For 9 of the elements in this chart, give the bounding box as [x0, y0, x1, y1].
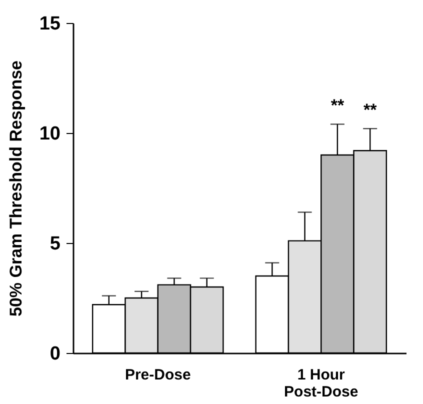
y-tick-label: 5 — [50, 234, 61, 254]
annotation: ** — [330, 96, 344, 116]
y-tick-label: 0 — [50, 344, 60, 364]
y-tick-label: 10 — [39, 124, 60, 144]
annotation: ** — [363, 100, 378, 120]
y-tick-label: 15 — [39, 14, 61, 34]
y-axis-title: 50% Gram Threshold Response — [6, 60, 26, 317]
x-tick-label: Pre-Dose — [124, 366, 191, 384]
x-tick-label: 1 Hour Post-Dose — [284, 366, 358, 400]
